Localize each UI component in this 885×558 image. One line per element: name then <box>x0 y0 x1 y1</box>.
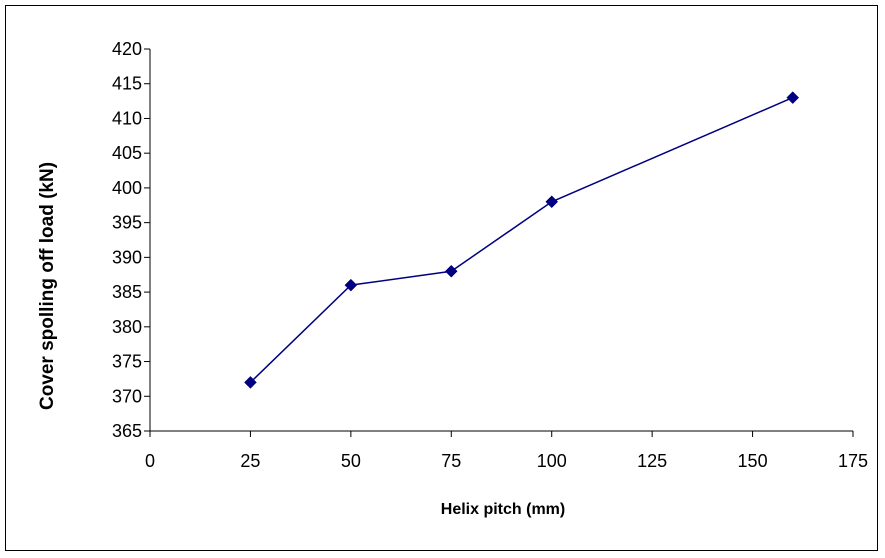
y-axis-ticks: 365 370 375 380 385 390 395 400 405 410 415 420 <box>112 39 150 441</box>
y-tick-label: 385 <box>112 282 142 302</box>
x-tick-label: 100 <box>537 451 567 471</box>
series-group <box>244 91 800 389</box>
y-tick-label: 390 <box>112 247 142 267</box>
x-tick-label: 0 <box>145 451 155 471</box>
y-tick-label: 380 <box>112 317 142 337</box>
data-point-marker <box>444 264 458 278</box>
series-line <box>249 96 794 383</box>
data-point-marker <box>244 376 257 389</box>
x-axis-title: Helix pitch (mm) <box>441 501 565 518</box>
y-tick-label: 415 <box>112 74 142 94</box>
x-tick-label: 25 <box>240 451 260 471</box>
data-point-marker <box>344 278 358 292</box>
data-point-marker <box>545 195 559 209</box>
x-axis-ticks: 0 25 50 75 100 125 150 175 <box>145 431 868 471</box>
y-tick-label: 395 <box>112 213 142 233</box>
y-tick-label: 365 <box>112 421 142 441</box>
y-tick-label: 410 <box>112 108 142 128</box>
x-tick-label: 125 <box>637 451 667 471</box>
x-tick-label: 150 <box>738 451 768 471</box>
y-tick-label: 405 <box>112 143 142 163</box>
y-tick-label: 400 <box>112 178 142 198</box>
x-tick-label: 175 <box>838 451 868 471</box>
y-tick-label: 420 <box>112 39 142 59</box>
data-point-marker <box>786 91 800 104</box>
x-tick-label: 50 <box>341 451 361 471</box>
y-axis-title: Cover spolling off load (kN) <box>37 162 58 410</box>
x-tick-label: 75 <box>441 451 461 471</box>
y-tick-label: 375 <box>112 352 142 372</box>
y-tick-label: 370 <box>112 386 142 406</box>
axes <box>149 49 853 432</box>
